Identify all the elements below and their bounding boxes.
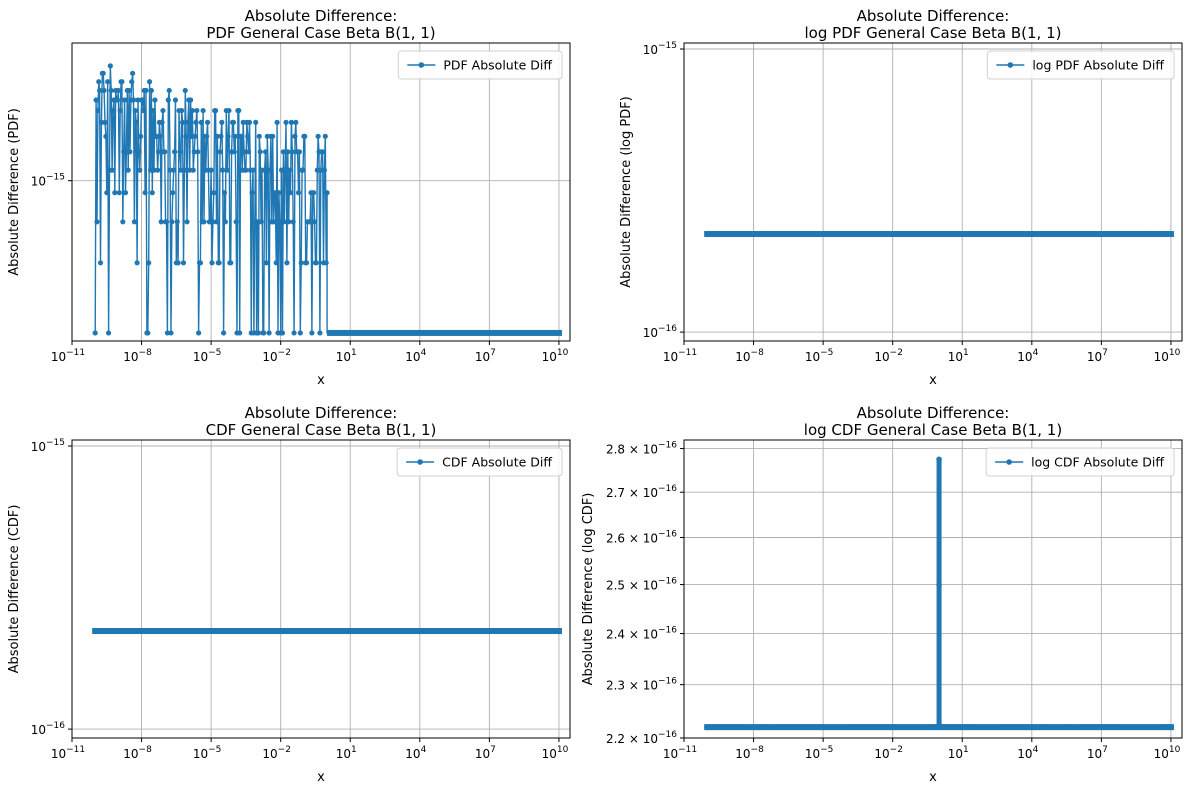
chart-logpdf: Absolute Difference:log PDF General Case… [619,7,1183,388]
spike-line [936,459,942,728]
y-tick-label: 2.5 × 10−16 [606,577,677,593]
legend-marker [417,459,423,465]
x-tick-label: 10−5 [193,348,222,364]
x-tick-label: 107 [1087,348,1108,364]
chart-title-line2: PDF General Case Beta B(1, 1) [206,24,435,42]
x-tick-label: 107 [475,745,496,761]
plot-frame [683,439,1183,739]
series-pdf [92,63,562,336]
series-marker-band [327,329,562,336]
x-tick-label: 1010 [1154,348,1181,364]
legend-label: log PDF Absolute Diff [1032,58,1164,73]
x-tick-label: 1010 [1154,745,1181,761]
legend-label: CDF Absolute Diff [442,455,552,470]
legend-marker [1007,62,1014,68]
x-tick-label: 101 [336,745,357,761]
chart-title-line2: log CDF General Case Beta B(1, 1) [804,421,1062,439]
x-axis-label: x [317,770,325,785]
y-tick-label: 10−15 [643,41,677,57]
chart-title-line1: Absolute Difference: [245,7,398,25]
x-tick-label: 10−11 [663,745,697,761]
x-tick-label: 101 [948,745,969,761]
x-axis-label: x [929,373,937,388]
y-tick-label: 2.4 × 10−16 [606,626,677,642]
legend: log PDF Absolute Diff [986,50,1175,80]
chart-pdf: Absolute Difference:PDF General Case Bet… [7,7,571,388]
chart-title-line2: CDF General Case Beta B(1, 1) [206,421,437,439]
x-tick-label: 107 [475,348,496,364]
x-tick-label: 104 [1017,348,1038,364]
spike-point [936,581,942,588]
y-axis-label: Absolute Difference (log CDF) [581,493,596,686]
x-tick-label: 101 [336,348,357,364]
legend: CDF Absolute Diff [396,447,563,477]
y-axis-label: Absolute Difference (CDF) [7,505,22,674]
chart-cdf: Absolute Difference:CDF General Case Bet… [7,404,571,785]
series-logpdf [704,231,1174,238]
legend-box [396,447,563,477]
y-tick-label: 10−16 [643,324,678,340]
x-tick-label: 104 [1017,745,1038,761]
chart-title-line2: log PDF General Case Beta B(1, 1) [805,24,1062,42]
x-tick-label: 10−11 [663,348,697,364]
x-tick-label: 10−8 [735,348,764,364]
chart-title-line1: Absolute Difference: [857,7,1010,25]
spike-point [936,456,942,463]
legend: log CDF Absolute Diff [985,447,1175,477]
series-marker-band [704,231,1174,238]
x-tick-label: 1010 [542,348,569,364]
legend: PDF Absolute Diff [397,50,563,80]
x-tick-label: 10−11 [51,348,85,364]
legend-box [397,50,563,80]
x-tick-label: 10−5 [193,745,222,761]
y-tick-label: 10−15 [31,438,65,454]
plot-frame [71,42,571,342]
legend-box [986,50,1175,80]
series-logcdf [704,456,1174,731]
y-axis-label: Absolute Difference (PDF) [7,108,22,276]
series-marker-band [92,628,562,635]
x-tick-label: 10−8 [123,745,152,761]
y-tick-label: 10−16 [31,721,66,737]
legend-box [985,447,1175,477]
y-tick-label: 10−15 [31,173,65,189]
y-tick-label: 2.7 × 10−16 [606,484,677,500]
x-tick-label: 104 [405,745,426,761]
x-tick-label: 10−5 [805,745,834,761]
x-tick-label: 10−8 [735,745,764,761]
x-tick-label: 10−2 [874,348,903,364]
legend-label: log CDF Absolute Diff [1031,455,1164,470]
y-tick-label: 2.8 × 10−16 [606,441,677,457]
x-tick-label: 10−2 [874,745,903,761]
x-tick-label: 101 [948,348,969,364]
legend-marker [418,62,425,68]
x-tick-label: 104 [405,348,426,364]
chart-title-line1: Absolute Difference: [245,404,398,422]
y-axis-label: Absolute Difference (log PDF) [619,96,634,288]
x-tick-label: 107 [1087,745,1108,761]
series-cdf [92,628,562,635]
x-tick-label: 10−11 [51,745,85,761]
plot-frame [683,42,1183,342]
series-markers [92,63,330,336]
x-tick-label: 10−5 [805,348,834,364]
y-tick-label: 2.2 × 10−16 [606,730,677,746]
x-tick-label: 10−2 [262,348,291,364]
plot-frame [71,439,571,739]
chart-title-line1: Absolute Difference: [857,404,1010,422]
legend-marker [1006,459,1012,465]
x-axis-label: x [317,373,325,388]
x-tick-label: 10−2 [262,745,291,761]
x-axis-label: x [929,770,937,785]
chart-logcdf: Absolute Difference:log CDF General Case… [581,404,1183,785]
x-tick-label: 1010 [542,745,569,761]
y-tick-label: 2.6 × 10−16 [606,529,677,545]
x-tick-label: 10−8 [123,348,152,364]
y-tick-label: 2.3 × 10−16 [606,677,677,693]
legend-label: PDF Absolute Diff [443,58,552,73]
